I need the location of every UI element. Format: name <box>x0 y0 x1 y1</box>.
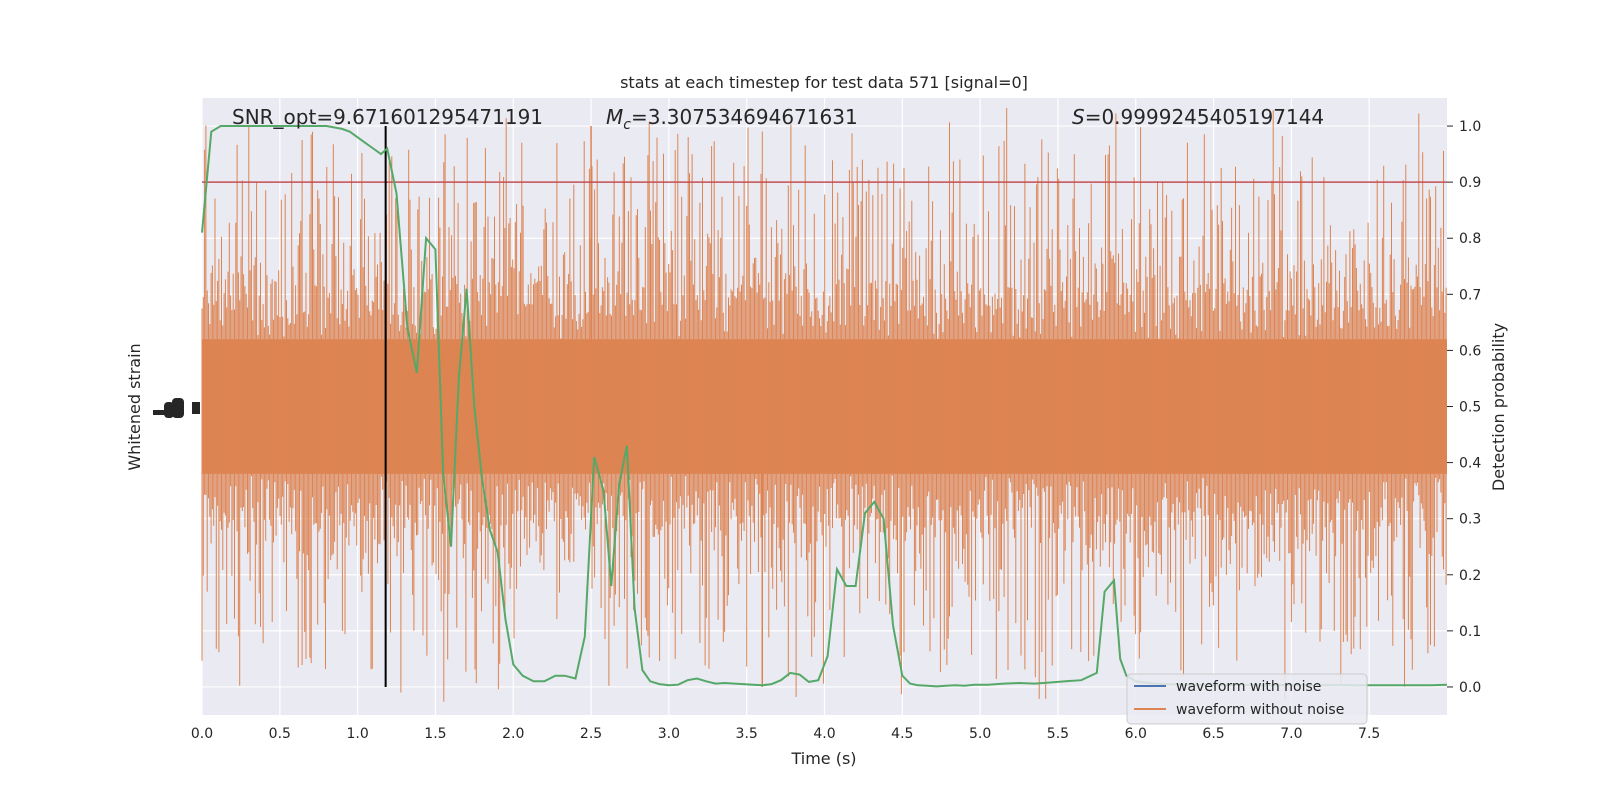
legend-label-without-noise: waveform without noise <box>1176 702 1344 718</box>
x-tick-label: 5.0 <box>969 726 991 742</box>
legend: waveform with noise waveform without noi… <box>1126 673 1368 725</box>
x-tick-label: 6.0 <box>1125 726 1147 742</box>
y-tick-label: 0.6 <box>1459 343 1481 359</box>
legend-box <box>1126 673 1368 725</box>
s-symbol: S <box>1072 105 1085 129</box>
y-tick-label: 0.0 <box>1459 680 1481 696</box>
y-axis-right-label: Detection probability <box>1489 323 1508 491</box>
y-axis-right-ticks: 0.0 0.1 0.2 0.3 0.4 0.5 0.6 0.7 0.8 0.9 1.0 <box>1447 119 1481 696</box>
y-tick-label: 0.2 <box>1459 568 1481 584</box>
y-tick-label: 0.8 <box>1459 231 1481 247</box>
x-tick-label: 2.0 <box>502 726 524 742</box>
x-tick-label: 0.0 <box>191 726 213 742</box>
y-tick-label: 1.0 <box>1459 119 1481 135</box>
x-tick-label: 1.0 <box>346 726 368 742</box>
x-tick-label: 3.0 <box>658 726 680 742</box>
x-tick-label: 4.5 <box>891 726 913 742</box>
x-tick-label: 4.0 <box>813 726 835 742</box>
x-tick-label: 7.5 <box>1358 726 1380 742</box>
annotation-chirp-mass: Mc=3.307534694671631 <box>606 105 858 133</box>
y-tick-label: 0.7 <box>1459 287 1481 303</box>
mc-value: =3.307534694671631 <box>631 105 858 129</box>
x-tick-label: 0.5 <box>269 726 291 742</box>
x-axis-label: Time (s) <box>790 749 856 768</box>
y-tick-label: 0.5 <box>1459 400 1481 416</box>
noise-spikes <box>201 107 1447 702</box>
chart-title: stats at each timestep for test data 571… <box>620 73 1028 92</box>
y-tick-label: 0.1 <box>1459 624 1481 640</box>
y-axis-left-label: Whitened strain <box>125 343 144 470</box>
x-tick-label: 3.5 <box>736 726 758 742</box>
annotation-snr: SNR_opt=9.671601295471191 <box>232 105 543 129</box>
mc-symbol: M <box>606 105 623 129</box>
series-waveform-without-noise <box>201 107 1447 702</box>
y-tick-label: 0.9 <box>1459 175 1481 191</box>
x-axis-ticks: 0.0 0.5 1.0 1.5 2.0 2.5 3.0 3.5 4.0 4.5 5.0 5.5 6.0 6… <box>191 726 1380 742</box>
legend-label-with-noise: waveform with noise <box>1176 679 1321 695</box>
mc-subscript: c <box>623 117 631 133</box>
x-tick-label: 2.5 <box>580 726 602 742</box>
left-axis-ticks-overlapped <box>153 398 200 418</box>
annotation-s: S=0.9999245405197144 <box>1072 105 1324 129</box>
y-tick-label: 0.3 <box>1459 512 1481 528</box>
y-tick-label: 0.4 <box>1459 456 1481 472</box>
x-tick-label: 7.0 <box>1280 726 1302 742</box>
x-tick-label: 6.5 <box>1202 726 1224 742</box>
x-tick-label: 5.5 <box>1047 726 1069 742</box>
x-tick-label: 1.5 <box>424 726 446 742</box>
s-value: =0.9999245405197144 <box>1085 105 1324 129</box>
